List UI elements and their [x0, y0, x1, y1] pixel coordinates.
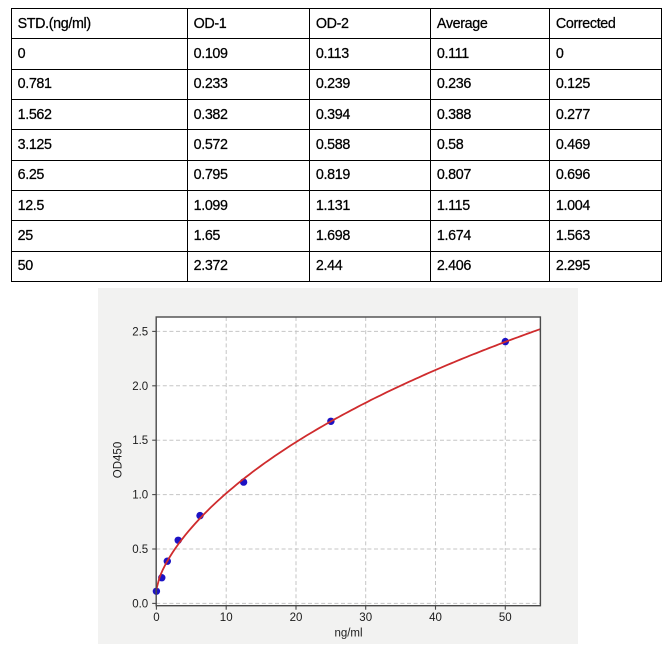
svg-text:10: 10: [220, 612, 233, 624]
svg-text:1.5: 1.5: [132, 435, 148, 447]
svg-text:1.0: 1.0: [132, 490, 148, 502]
svg-text:30: 30: [359, 612, 372, 624]
svg-text:20: 20: [290, 612, 303, 624]
svg-text:50: 50: [499, 612, 512, 624]
svg-text:OD450: OD450: [113, 442, 125, 478]
svg-text:40: 40: [429, 612, 442, 624]
svg-text:0.0: 0.0: [132, 598, 148, 610]
svg-text:2.5: 2.5: [132, 326, 148, 338]
svg-text:ng/ml: ng/ml: [334, 628, 362, 640]
svg-text:0: 0: [153, 612, 159, 624]
svg-text:2.0: 2.0: [132, 381, 148, 393]
svg-text:0.5: 0.5: [132, 544, 148, 556]
